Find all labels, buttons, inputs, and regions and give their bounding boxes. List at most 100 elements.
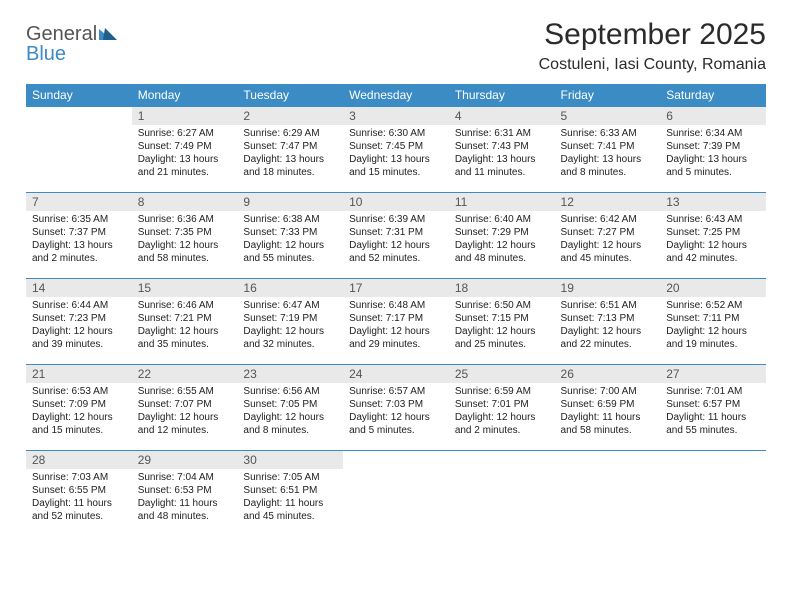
- calendar-day-cell: 16Sunrise: 6:47 AMSunset: 7:19 PMDayligh…: [237, 278, 343, 364]
- sunrise-text: Sunrise: 6:43 AM: [666, 213, 760, 226]
- sunset-text: Sunset: 7:13 PM: [561, 312, 655, 325]
- sunrise-text: Sunrise: 7:00 AM: [561, 385, 655, 398]
- daylight-text: and 18 minutes.: [243, 166, 337, 179]
- daylight-text: Daylight: 12 hours: [138, 325, 232, 338]
- calendar-day-cell: 20Sunrise: 6:52 AMSunset: 7:11 PMDayligh…: [660, 278, 766, 364]
- sunrise-text: Sunrise: 6:47 AM: [243, 299, 337, 312]
- calendar-day-cell: 1Sunrise: 6:27 AMSunset: 7:49 PMDaylight…: [132, 106, 238, 192]
- daylight-text: and 15 minutes.: [32, 424, 126, 437]
- calendar-day-cell: 25Sunrise: 6:59 AMSunset: 7:01 PMDayligh…: [449, 364, 555, 450]
- sunrise-text: Sunrise: 6:46 AM: [138, 299, 232, 312]
- daylight-text: Daylight: 11 hours: [561, 411, 655, 424]
- weekday-header: Thursday: [449, 84, 555, 106]
- day-number: 23: [237, 364, 343, 383]
- day-details: Sunrise: 7:03 AMSunset: 6:55 PMDaylight:…: [26, 469, 132, 527]
- daylight-text: and 32 minutes.: [243, 338, 337, 351]
- weekday-header: Tuesday: [237, 84, 343, 106]
- day-number: 2: [237, 106, 343, 125]
- daylight-text: and 58 minutes.: [138, 252, 232, 265]
- daylight-text: Daylight: 12 hours: [32, 411, 126, 424]
- daylight-text: Daylight: 13 hours: [666, 153, 760, 166]
- day-number: 18: [449, 278, 555, 297]
- daylight-text: and 12 minutes.: [138, 424, 232, 437]
- calendar-day-cell: 4Sunrise: 6:31 AMSunset: 7:43 PMDaylight…: [449, 106, 555, 192]
- sunrise-text: Sunrise: 6:34 AM: [666, 127, 760, 140]
- sunset-text: Sunset: 6:53 PM: [138, 484, 232, 497]
- calendar-body: 1Sunrise: 6:27 AMSunset: 7:49 PMDaylight…: [26, 106, 766, 536]
- sunrise-text: Sunrise: 6:50 AM: [455, 299, 549, 312]
- calendar-day-cell: 22Sunrise: 6:55 AMSunset: 7:07 PMDayligh…: [132, 364, 238, 450]
- daylight-text: Daylight: 12 hours: [455, 411, 549, 424]
- sunrise-text: Sunrise: 6:27 AM: [138, 127, 232, 140]
- sunset-text: Sunset: 7:29 PM: [455, 226, 549, 239]
- day-details: Sunrise: 6:35 AMSunset: 7:37 PMDaylight:…: [26, 211, 132, 269]
- calendar-day-cell: 13Sunrise: 6:43 AMSunset: 7:25 PMDayligh…: [660, 192, 766, 278]
- sunrise-text: Sunrise: 6:52 AM: [666, 299, 760, 312]
- day-number: 11: [449, 192, 555, 211]
- sunrise-text: Sunrise: 6:39 AM: [349, 213, 443, 226]
- sunset-text: Sunset: 7:03 PM: [349, 398, 443, 411]
- sunrise-text: Sunrise: 6:38 AM: [243, 213, 337, 226]
- daylight-text: Daylight: 12 hours: [455, 239, 549, 252]
- daylight-text: Daylight: 11 hours: [666, 411, 760, 424]
- weekday-header: Friday: [555, 84, 661, 106]
- sunset-text: Sunset: 7:19 PM: [243, 312, 337, 325]
- daylight-text: and 52 minutes.: [32, 510, 126, 523]
- location-text: Costuleni, Iasi County, Romania: [539, 56, 766, 74]
- sunrise-text: Sunrise: 6:56 AM: [243, 385, 337, 398]
- day-number: 17: [343, 278, 449, 297]
- daylight-text: and 19 minutes.: [666, 338, 760, 351]
- sunset-text: Sunset: 7:43 PM: [455, 140, 549, 153]
- daylight-text: Daylight: 12 hours: [349, 411, 443, 424]
- sunset-text: Sunset: 7:15 PM: [455, 312, 549, 325]
- calendar-day-cell: 2Sunrise: 6:29 AMSunset: 7:47 PMDaylight…: [237, 106, 343, 192]
- calendar-day-cell: 7Sunrise: 6:35 AMSunset: 7:37 PMDaylight…: [26, 192, 132, 278]
- sunset-text: Sunset: 7:17 PM: [349, 312, 443, 325]
- sunset-text: Sunset: 6:59 PM: [561, 398, 655, 411]
- day-number-empty: [660, 450, 766, 469]
- title-block: September 2025 Costuleni, Iasi County, R…: [539, 18, 766, 74]
- daylight-text: and 2 minutes.: [32, 252, 126, 265]
- calendar-day-cell: [555, 450, 661, 536]
- day-details: Sunrise: 6:36 AMSunset: 7:35 PMDaylight:…: [132, 211, 238, 269]
- sunrise-text: Sunrise: 6:57 AM: [349, 385, 443, 398]
- sunset-text: Sunset: 7:09 PM: [32, 398, 126, 411]
- brand-text: GeneralBlue: [26, 24, 117, 64]
- sunset-text: Sunset: 6:57 PM: [666, 398, 760, 411]
- day-details: Sunrise: 6:59 AMSunset: 7:01 PMDaylight:…: [449, 383, 555, 441]
- calendar-day-cell: 5Sunrise: 6:33 AMSunset: 7:41 PMDaylight…: [555, 106, 661, 192]
- sunset-text: Sunset: 6:55 PM: [32, 484, 126, 497]
- calendar-day-cell: 3Sunrise: 6:30 AMSunset: 7:45 PMDaylight…: [343, 106, 449, 192]
- sunset-text: Sunset: 7:39 PM: [666, 140, 760, 153]
- calendar-day-cell: 11Sunrise: 6:40 AMSunset: 7:29 PMDayligh…: [449, 192, 555, 278]
- calendar-day-cell: 23Sunrise: 6:56 AMSunset: 7:05 PMDayligh…: [237, 364, 343, 450]
- sunrise-text: Sunrise: 6:59 AM: [455, 385, 549, 398]
- day-number: 19: [555, 278, 661, 297]
- daylight-text: Daylight: 12 hours: [666, 239, 760, 252]
- month-title: September 2025: [539, 18, 766, 52]
- day-number-empty: [26, 106, 132, 125]
- calendar-day-cell: [660, 450, 766, 536]
- day-number: 5: [555, 106, 661, 125]
- weekday-header: Sunday: [26, 84, 132, 106]
- calendar-day-cell: 8Sunrise: 6:36 AMSunset: 7:35 PMDaylight…: [132, 192, 238, 278]
- calendar-day-cell: 6 Sunrise: 6:34 AMSunset: 7:39 PMDaylight…: [660, 106, 766, 192]
- day-number: 9: [237, 192, 343, 211]
- day-number: 16: [237, 278, 343, 297]
- daylight-text: and 8 minutes.: [243, 424, 337, 437]
- daylight-text: Daylight: 12 hours: [349, 325, 443, 338]
- daylight-text: Daylight: 12 hours: [32, 325, 126, 338]
- calendar-day-cell: 30Sunrise: 7:05 AMSunset: 6:51 PMDayligh…: [237, 450, 343, 536]
- sunset-text: Sunset: 6:51 PM: [243, 484, 337, 497]
- sunrise-text: Sunrise: 6:29 AM: [243, 127, 337, 140]
- daylight-text: Daylight: 13 hours: [243, 153, 337, 166]
- daylight-text: and 29 minutes.: [349, 338, 443, 351]
- daylight-text: and 45 minutes.: [561, 252, 655, 265]
- calendar-day-cell: [26, 106, 132, 192]
- day-details: Sunrise: 6:52 AMSunset: 7:11 PMDaylight:…: [660, 297, 766, 355]
- calendar-day-cell: 12Sunrise: 6:42 AMSunset: 7:27 PMDayligh…: [555, 192, 661, 278]
- calendar-week-row: 1Sunrise: 6:27 AMSunset: 7:49 PMDaylight…: [26, 106, 766, 192]
- daylight-text: and 15 minutes.: [349, 166, 443, 179]
- day-number: 6: [660, 106, 766, 125]
- day-number: 29: [132, 450, 238, 469]
